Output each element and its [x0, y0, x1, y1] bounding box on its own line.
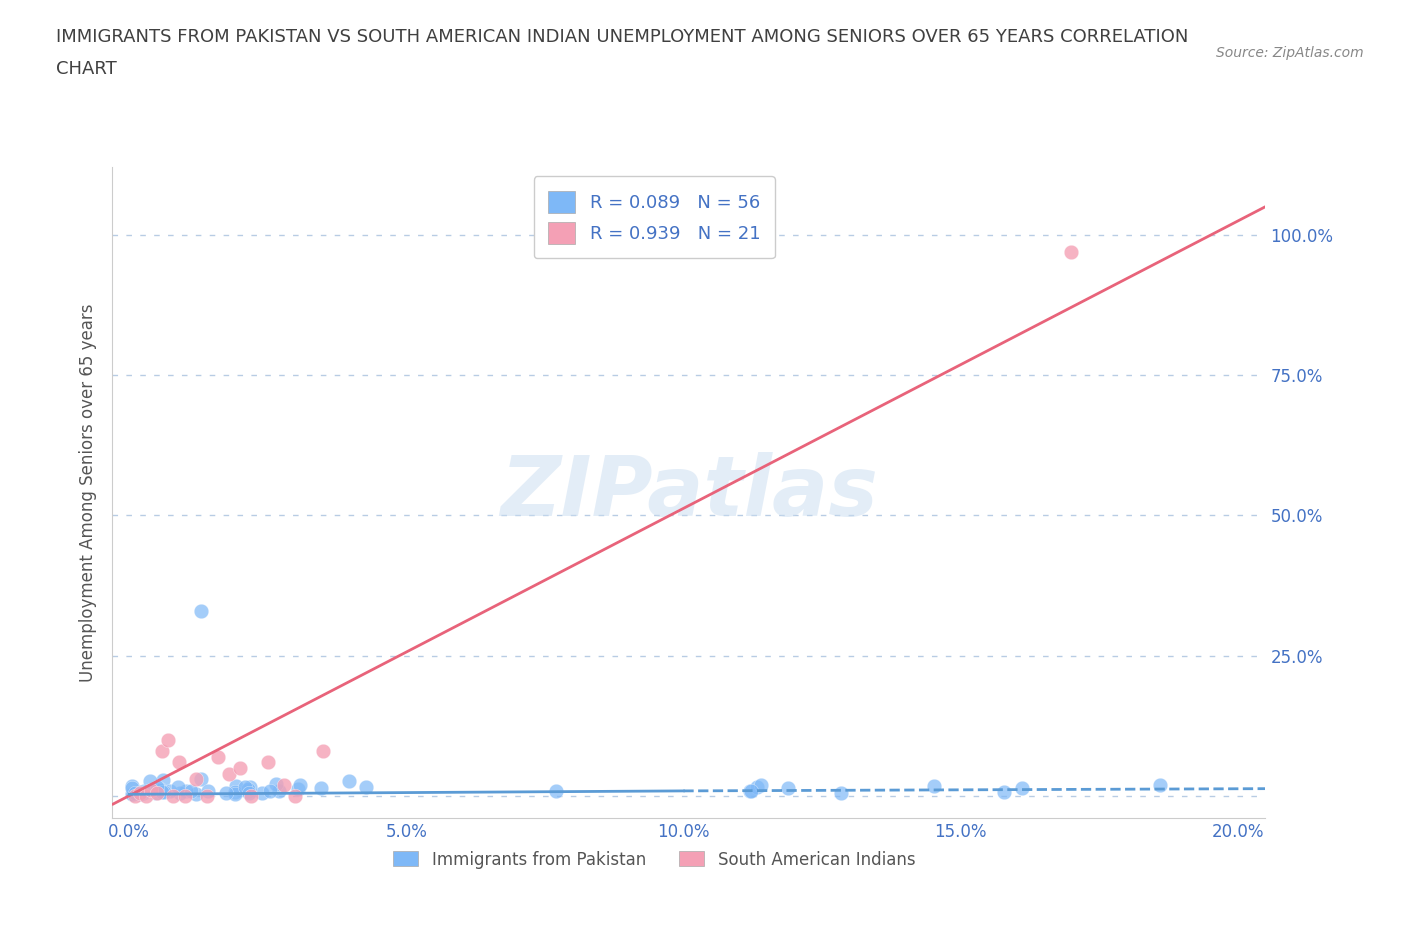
Point [229, 761, 252, 776]
Point [195, 789, 218, 804]
Point [250, 786, 273, 801]
Point [240, 789, 263, 804]
Point [1060, 245, 1083, 259]
Point [186, 786, 208, 801]
Point [129, 785, 152, 800]
Point [173, 789, 195, 804]
Point [239, 780, 262, 795]
Point [1149, 777, 1171, 792]
Point [284, 789, 307, 804]
Point [337, 774, 360, 789]
Point [236, 781, 259, 796]
Point [139, 774, 162, 789]
Point [146, 786, 169, 801]
Text: ZIPatlas: ZIPatlas [501, 452, 877, 534]
Point [150, 744, 173, 759]
Point [174, 783, 197, 798]
Point [264, 777, 287, 791]
Point [238, 786, 260, 801]
Point [150, 784, 173, 799]
Point [287, 781, 309, 796]
Point [124, 786, 146, 801]
Point [146, 779, 169, 794]
Text: CHART: CHART [56, 60, 117, 78]
Point [259, 784, 281, 799]
Point [312, 744, 335, 759]
Point [162, 789, 184, 804]
Point [141, 783, 163, 798]
Point [153, 785, 176, 800]
Point [121, 781, 143, 796]
Point [121, 787, 143, 802]
Point [993, 785, 1015, 800]
Point [121, 787, 143, 802]
Point [135, 789, 157, 804]
Point [167, 755, 190, 770]
Point [156, 733, 179, 748]
Point [121, 778, 143, 793]
Point [169, 786, 191, 801]
Point [830, 785, 852, 800]
Point [129, 786, 152, 801]
Point [747, 779, 769, 794]
Point [273, 777, 295, 792]
Point [184, 772, 207, 787]
Point [159, 784, 181, 799]
Point [233, 779, 256, 794]
Text: IMMIGRANTS FROM PAKISTAN VS SOUTH AMERICAN INDIAN UNEMPLOYMENT AMONG SENIORS OVE: IMMIGRANTS FROM PAKISTAN VS SOUTH AMERIC… [56, 28, 1188, 46]
Point [207, 750, 229, 764]
Point [190, 772, 212, 787]
Point [180, 784, 202, 799]
Point [236, 784, 259, 799]
Point [167, 780, 190, 795]
Point [740, 783, 762, 798]
Point [149, 781, 172, 796]
Point [132, 785, 155, 800]
Point [354, 779, 377, 794]
Point [134, 784, 156, 799]
Point [738, 784, 761, 799]
Text: Source: ZipAtlas.com: Source: ZipAtlas.com [1216, 46, 1364, 60]
Point [149, 783, 172, 798]
Y-axis label: Unemployment Among Seniors over 65 years: Unemployment Among Seniors over 65 years [79, 304, 97, 682]
Point [256, 755, 278, 770]
Point [288, 777, 311, 792]
Point [190, 604, 212, 618]
Point [224, 787, 246, 802]
Point [145, 785, 167, 800]
Point [197, 783, 219, 798]
Point [309, 781, 332, 796]
Point [749, 777, 772, 792]
Point [218, 766, 240, 781]
Point [152, 773, 174, 788]
Point [225, 778, 247, 793]
Point [269, 784, 291, 799]
Point [215, 785, 238, 800]
Point [224, 785, 246, 800]
Point [922, 778, 945, 793]
Point [124, 789, 146, 804]
Point [143, 781, 166, 796]
Point [128, 786, 150, 801]
Point [546, 783, 568, 798]
Point [1011, 781, 1033, 796]
Legend: Immigrants from Pakistan, South American Indians: Immigrants from Pakistan, South American… [387, 844, 922, 875]
Point [776, 780, 799, 795]
